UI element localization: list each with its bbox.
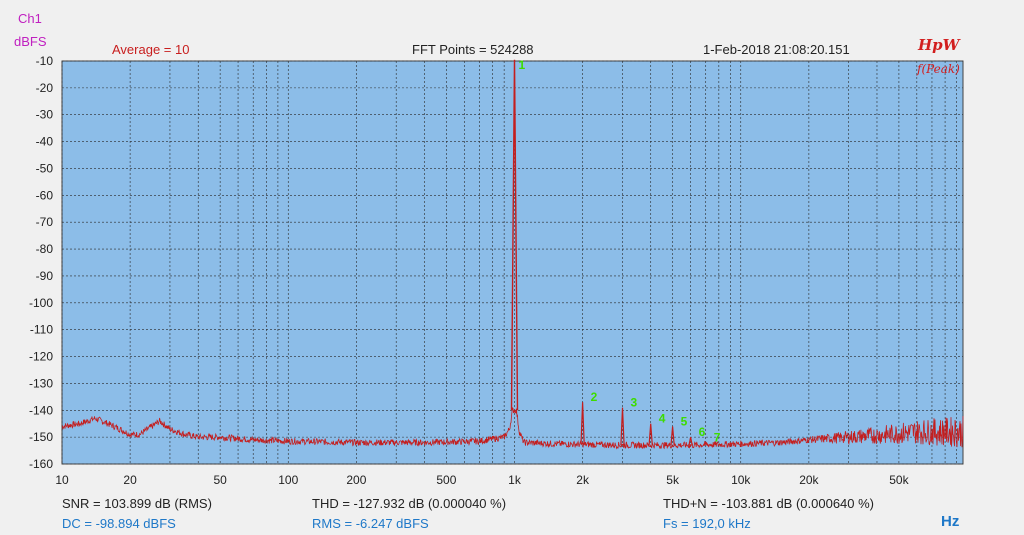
x-tick-label: 20k [799,473,819,487]
y-tick-label: -90 [36,269,54,283]
x-tick-label: 100 [278,473,298,487]
y-tick-label: -10 [36,54,54,68]
y-tick-label: -50 [36,161,54,175]
y-tick-label: -150 [29,430,53,444]
x-tick-label: 10k [731,473,751,487]
x-tick-label: 5k [666,473,680,487]
series-trace [61,59,964,450]
fft-points-label: FFT Points = 524288 [412,42,534,57]
timestamp-label: 1-Feb-2018 21:08:20.151 [703,42,850,57]
y-tick-label: -80 [36,242,54,256]
y-tick-label: -110 [30,323,53,337]
thd-stat: THD = -127.932 dB (0.000040 %) [312,496,507,511]
x-tick-label: 2k [576,473,590,487]
noise-floor-trace [61,406,964,450]
harmonic-spike [580,402,585,445]
x-tick-label: 200 [346,473,366,487]
unit-label: dBFS [14,34,47,49]
y-axis: -10 -20 -30 -40 -50 -60 -70 -80 -90 -100 -110 -120 -… [29,54,53,471]
harmonic-spike [703,441,708,446]
fs-stat: Fs = 192,0 kHz [663,516,751,531]
harmonic-marker: 2 [591,390,598,404]
y-tick-label: -70 [36,215,54,229]
harmonic-marker: 7 [714,431,721,445]
harmonic-spike [688,436,693,446]
brand-logo: HpW [918,36,960,54]
x-axis: 10 20 50 100 200 500 1k 2k 5k 10k 20k 50k [55,473,909,487]
average-label: Average = 10 [112,42,190,57]
rms-stat: RMS = -6.247 dBFS [312,516,429,531]
harmonic-spike [648,423,653,446]
y-tick-label: -60 [36,188,54,202]
channel-label: Ch1 [18,11,42,26]
y-tick-label: -40 [36,135,54,149]
y-tick-label: -140 [29,403,53,417]
y-tick-label: -130 [29,376,53,390]
harmonic-spike [510,59,519,411]
x-tick-label: 500 [436,473,456,487]
harmonic-marker: 5 [681,414,688,428]
x-tick-label: 10 [55,473,69,487]
x-tick-label: 1k [508,473,522,487]
x-unit-label: Hz [941,513,960,530]
y-tick-label: -30 [36,108,54,122]
snr-stat: SNR = 103.899 dB (RMS) [62,496,212,511]
y-tick-label: -20 [36,81,54,95]
harmonic-spike [670,426,675,446]
thdn-stat: THD+N = -103.881 dB (0.000640 %) [663,496,875,511]
harmonic-markers: 1 2 3 4 56 7 [519,58,721,445]
harmonic-marker: 6 [699,425,706,439]
x-tick-label: 50k [889,473,909,487]
mode-label: f(Peak) [917,62,960,76]
harmonic-marker: 1 [519,58,526,72]
dc-stat: DC = -98.894 dBFS [62,516,176,531]
harmonic-marker: 3 [630,396,637,410]
harmonic-spike [620,407,625,446]
grid-lines [61,60,963,465]
y-tick-label: -160 [29,457,53,471]
x-tick-label: 20 [123,473,137,487]
x-tick-label: 50 [213,473,227,487]
y-tick-label: -120 [29,350,53,364]
y-tick-label: -100 [29,296,53,310]
harmonic-marker: 4 [659,412,666,426]
